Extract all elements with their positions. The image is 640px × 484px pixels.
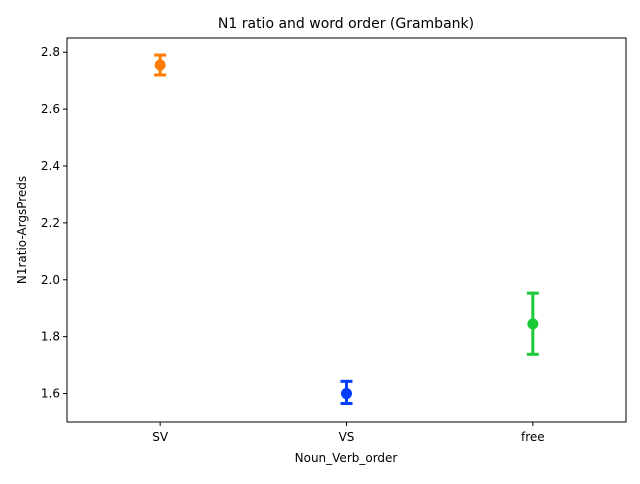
y-tick-label: 2.6 bbox=[41, 102, 60, 116]
data-point bbox=[341, 388, 352, 400]
plot-frame bbox=[66, 37, 627, 423]
y-tick-label: 2.4 bbox=[41, 159, 60, 173]
y-tick-label: 2.8 bbox=[41, 45, 60, 59]
y-tick-label: 1.8 bbox=[41, 330, 60, 344]
x-tick-label: free bbox=[521, 430, 545, 444]
chart-title: N1 ratio and word order (Grambank) bbox=[218, 16, 474, 32]
plot-area bbox=[154, 53, 539, 406]
y-tick-label: 2.2 bbox=[41, 216, 60, 230]
y-tick-label: 1.6 bbox=[41, 387, 60, 401]
x-tick-label: SV bbox=[152, 430, 169, 444]
data-point bbox=[527, 318, 539, 330]
data-point-group bbox=[526, 291, 539, 356]
x-tick-label: VS bbox=[339, 430, 355, 444]
data-point-group bbox=[154, 53, 167, 77]
x-axis: SV VS free bbox=[152, 422, 545, 444]
y-axis: 1.6 1.8 2.0 2.2 2.4 2.6 2.8 bbox=[41, 45, 67, 401]
data-point-group bbox=[340, 379, 353, 406]
data-point bbox=[154, 59, 166, 71]
x-axis-label: Noun_Verb_order bbox=[295, 451, 398, 465]
y-tick-label: 2.0 bbox=[41, 273, 60, 287]
y-axis-label: N1ratio-ArgsPreds bbox=[15, 176, 29, 284]
